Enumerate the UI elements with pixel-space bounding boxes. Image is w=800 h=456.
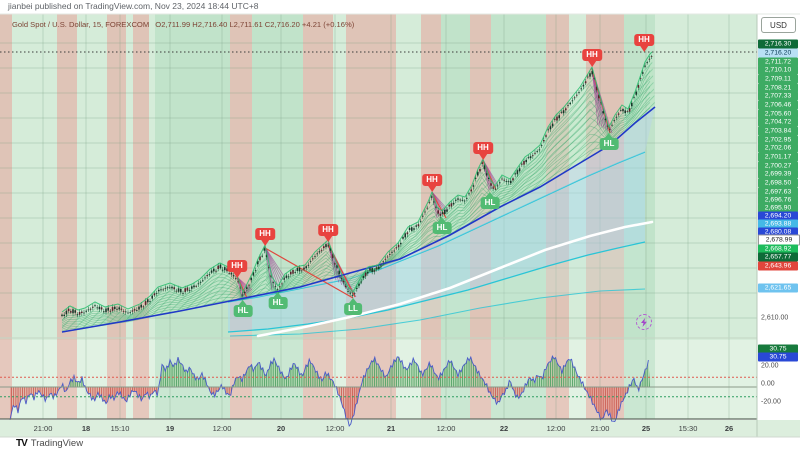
price-axis-label: 2,694.20 — [758, 211, 798, 221]
pivot-label-hh: HH — [473, 142, 493, 154]
time-axis-tick: 21:00 — [590, 424, 610, 433]
price-axis-label: 2,621.65 — [758, 283, 798, 293]
time-axis-tick: 21 — [386, 424, 396, 433]
price-axis-label: 2,693.88 — [758, 219, 798, 229]
price-axis-label: 2,708.21 — [758, 83, 798, 93]
currency-toggle-button[interactable]: USD — [761, 17, 796, 33]
price-axis-label: 2,701.17 — [758, 152, 798, 162]
oscillator-axis-tick: 0.00 — [761, 380, 775, 388]
time-axis-tick: 12:00 — [212, 424, 232, 433]
time-axis-tick: 26 — [724, 424, 734, 433]
time-axis-tick: 12:00 — [325, 424, 345, 433]
price-axis-label: 2,680.08 — [758, 227, 798, 237]
price-axis-label: 2,697.63 — [758, 187, 798, 197]
tradingview-logo[interactable]: TV TradingView — [16, 438, 83, 449]
price-axis-label: 2,702.95 — [758, 135, 798, 145]
pivot-label-ll: LL — [344, 303, 362, 315]
price-axis-label: 2,702.06 — [758, 143, 798, 153]
symbol-legend[interactable]: Gold Spot / U.S. Dollar, 15, FOREXCOM O2… — [12, 20, 354, 29]
time-axis-tick: 15:10 — [110, 424, 130, 433]
time-axis-tick: 12:00 — [436, 424, 456, 433]
oscillator-value-label: 30.75 — [758, 344, 798, 354]
attribution-text: jianbei published on TradingView.com, No… — [8, 1, 259, 11]
price-axis-label: 2,696.76 — [758, 195, 798, 205]
pivot-label-hh: HH — [318, 224, 338, 236]
tradingview-logo-text: TradingView — [30, 438, 84, 449]
price-axis-label: 2,706.46 — [758, 100, 798, 110]
pivot-label-hh: HH — [422, 174, 442, 186]
time-axis-tick: 25 — [641, 424, 651, 433]
ohlc-values: O2,711.99 H2,716.40 L2,711.61 C2,716.20 … — [155, 20, 355, 29]
time-axis-tick: 18 — [81, 424, 91, 433]
oscillator-axis-tick: 20.00 — [761, 362, 779, 370]
pivot-label-hh: HH — [634, 34, 654, 46]
price-axis-label: 2,705.60 — [758, 109, 798, 119]
price-axis-label: 2,707.33 — [758, 91, 798, 101]
price-axis-label: 2,716.20 — [758, 48, 798, 58]
time-axis-tick: 12:00 — [546, 424, 566, 433]
price-axis-label: 2,711.72 — [758, 57, 798, 67]
pivot-label-hl: HL — [480, 197, 500, 209]
pivot-label-hl: HL — [268, 297, 288, 309]
sticker-icon[interactable] — [636, 314, 652, 330]
tradingview-logo-mark: TV — [16, 438, 28, 449]
price-axis-label: 2,657.77 — [758, 252, 798, 262]
price-axis-label: 2,698.50 — [758, 178, 798, 188]
oscillator-axis-tick: -20.00 — [761, 398, 781, 406]
lightning-icon — [641, 317, 647, 327]
price-axis-label: 2,699.39 — [758, 169, 798, 179]
price-axis-label: 2,710.10 — [758, 65, 798, 75]
pivot-label-hh: HH — [227, 260, 247, 272]
price-axis-label: 2,704.72 — [758, 117, 798, 127]
price-axis-label: 2,668.92 — [758, 244, 798, 254]
pivot-label-hl: HL — [432, 222, 452, 234]
symbol-title: Gold Spot / U.S. Dollar, 15, FOREXCOM — [12, 20, 150, 29]
time-axis-tick: 20 — [276, 424, 286, 433]
price-axis-label: 2,700.27 — [758, 161, 798, 171]
pivot-label-hl: HL — [233, 305, 253, 317]
price-axis-label: 2,709.11 — [758, 74, 798, 84]
price-axis-label: 2,695.90 — [758, 203, 798, 213]
price-axis-tick: 2,610.00 — [761, 314, 789, 322]
time-axis-tick: 19 — [165, 424, 175, 433]
price-axis-label: 2,716.30 — [758, 39, 798, 49]
time-axis-tick: 21:00 — [33, 424, 53, 433]
price-axis-label: 2,643.96 — [758, 261, 798, 271]
pivot-label-hh: HH — [255, 228, 275, 240]
time-axis-tick: 22 — [499, 424, 509, 433]
pivot-label-hh: HH — [582, 49, 602, 61]
pivot-label-hl: HL — [599, 138, 619, 150]
time-axis-tick: 15:30 — [678, 424, 698, 433]
oscillator-value-label: 30.75 — [758, 352, 798, 362]
price-axis-label: 2,703.84 — [758, 126, 798, 136]
